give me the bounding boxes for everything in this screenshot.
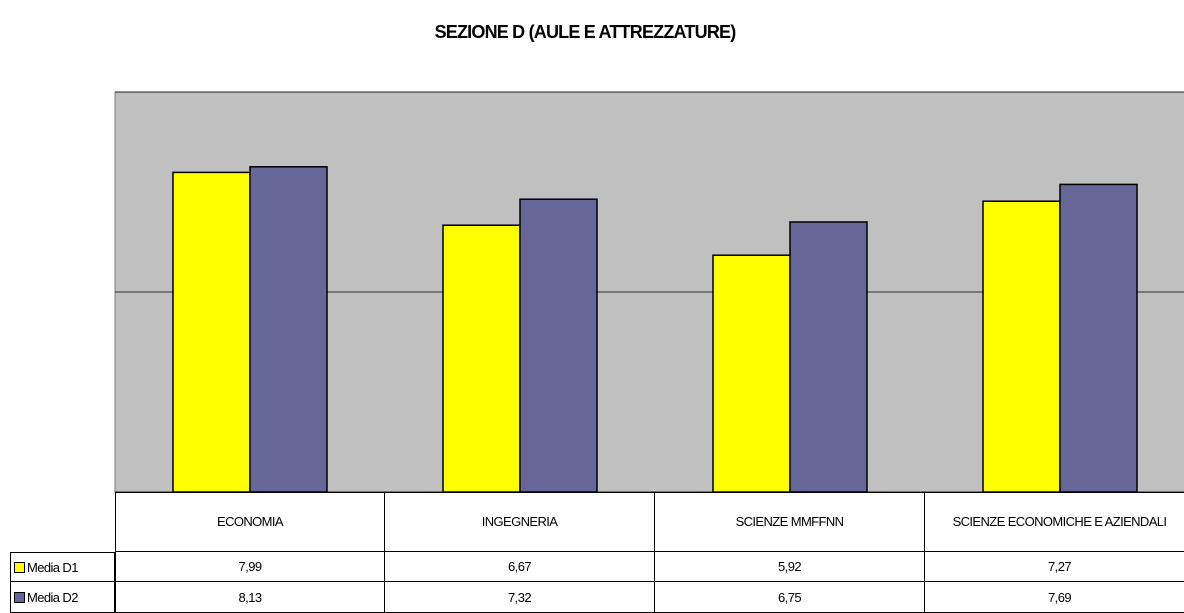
- category-label: SCIENZE MMFFNN: [655, 492, 925, 552]
- value-label: 8,13: [115, 582, 385, 613]
- bar: [172, 171, 251, 493]
- value-label: 7,27: [925, 552, 1184, 582]
- legend-label: Media D2: [27, 589, 78, 605]
- legend-label: Media D1: [27, 559, 78, 575]
- value-label: 7,69: [925, 582, 1184, 613]
- value-label: 7,32: [385, 582, 655, 613]
- value-label: 7,99: [115, 552, 385, 582]
- category-label: ECONOMIA: [115, 492, 385, 552]
- legend-entry: Media D2: [10, 582, 115, 613]
- bar: [442, 224, 521, 493]
- bar: [789, 221, 868, 493]
- category-label: SCIENZE ECONOMICHE E AZIENDALI: [925, 492, 1184, 552]
- value-label: 6,75: [655, 582, 925, 613]
- legend-swatch: [14, 591, 25, 603]
- table-header-border: [115, 492, 1184, 493]
- value-label: 6,67: [385, 552, 655, 582]
- bar: [519, 198, 598, 493]
- bar: [249, 166, 328, 493]
- legend-entry: Media D1: [10, 552, 115, 582]
- category-label: INGEGNERIA: [385, 492, 655, 552]
- legend-swatch: [14, 561, 25, 573]
- bar: [712, 254, 791, 493]
- value-label: 5,92: [655, 552, 925, 582]
- bar: [1059, 183, 1138, 493]
- chart-title: SEZIONE D (AULE E ATTREZZATURE): [434, 22, 737, 42]
- bar: [982, 200, 1061, 493]
